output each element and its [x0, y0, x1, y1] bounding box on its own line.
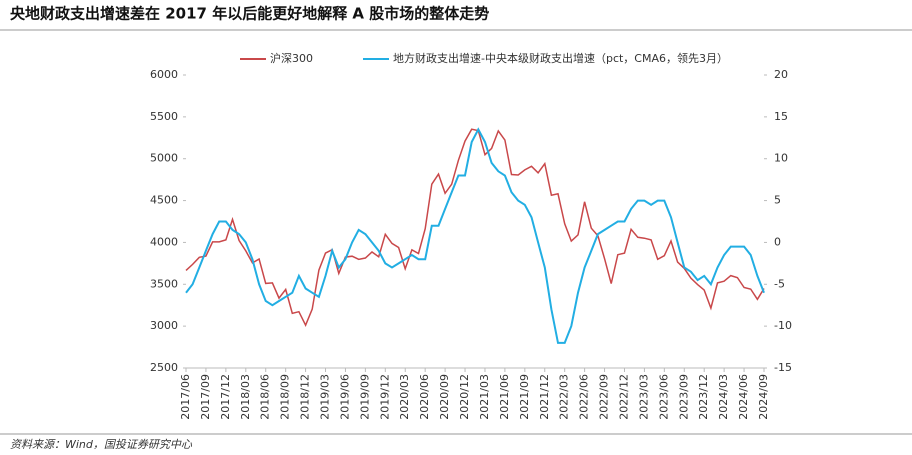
y-tick-label: 3500	[150, 277, 178, 290]
series-line	[185, 127, 765, 344]
x-tick-label: 2017/06	[179, 374, 192, 420]
legend-label: 地方财政支出增速-中央本级财政支出增速（pct，CMA6，领先3月）	[393, 51, 728, 65]
y2-tick-label: 20	[774, 68, 788, 81]
x-tick-label: 2017/09	[199, 374, 212, 420]
x-tick-label: 2018/09	[279, 374, 292, 420]
x-tick-label: 2019/03	[319, 374, 332, 420]
x-tick-label: 2018/03	[239, 374, 252, 420]
y-tick-label: 2500	[150, 361, 178, 374]
y2-tick-label: 5	[774, 194, 781, 207]
x-tick-label: 2018/06	[259, 374, 272, 420]
y-tick-label: 6000	[150, 68, 178, 81]
y-tick-label: 3000	[150, 319, 178, 332]
x-tick-label: 2020/12	[458, 374, 471, 420]
x-tick-label: 2022/12	[617, 374, 630, 420]
y2-tick-label: -10	[774, 319, 792, 332]
y-tick-label: 5000	[150, 152, 178, 165]
y-tick-label: 4000	[150, 235, 178, 248]
x-tick-label: 2022/09	[598, 374, 611, 420]
x-tick-label: 2023/03	[637, 374, 650, 420]
chart-title: 央地财政支出增速差在 2017 年以后能更好地解释 A 股市场的整体走势	[10, 5, 489, 23]
y-tick-label: 5500	[150, 110, 178, 123]
x-tick-label: 2019/09	[358, 374, 371, 420]
x-tick-label: 2020/06	[418, 374, 431, 420]
x-tick-label: 2017/12	[219, 374, 232, 420]
y2-tick-label: 0	[774, 235, 781, 248]
x-tick-label: 2023/06	[657, 374, 670, 420]
x-tick-label: 2018/12	[299, 374, 312, 420]
y-tick-label: 4500	[150, 194, 178, 207]
x-tick-label: 2023/09	[677, 374, 690, 420]
x-tick-label: 2020/03	[398, 374, 411, 420]
x-tick-label: 2020/09	[438, 374, 451, 420]
y2-tick-label: 10	[774, 152, 788, 165]
y2-tick-label: -5	[774, 277, 785, 290]
legend-label: 沪深300	[270, 51, 313, 65]
x-tick-label: 2021/12	[538, 374, 551, 420]
x-tick-label: 2022/06	[578, 374, 591, 420]
source: 资料来源：Wind，国投证券研究中心	[10, 438, 193, 451]
x-tick-label: 2023/12	[697, 374, 710, 420]
y2-tick-label: -15	[774, 361, 792, 374]
x-tick-label: 2021/06	[498, 374, 511, 420]
x-tick-label: 2024/03	[717, 374, 730, 420]
x-tick-label: 2019/12	[378, 374, 391, 420]
x-tick-label: 2021/09	[518, 374, 531, 420]
x-tick-label: 2019/06	[338, 374, 351, 420]
series-line	[185, 128, 765, 328]
x-tick-label: 2024/06	[737, 374, 750, 420]
x-tick-label: 2024/09	[757, 374, 770, 420]
x-tick-label: 2021/03	[478, 374, 491, 420]
x-tick-label: 2022/03	[558, 374, 571, 420]
y2-tick-label: 15	[774, 110, 788, 123]
